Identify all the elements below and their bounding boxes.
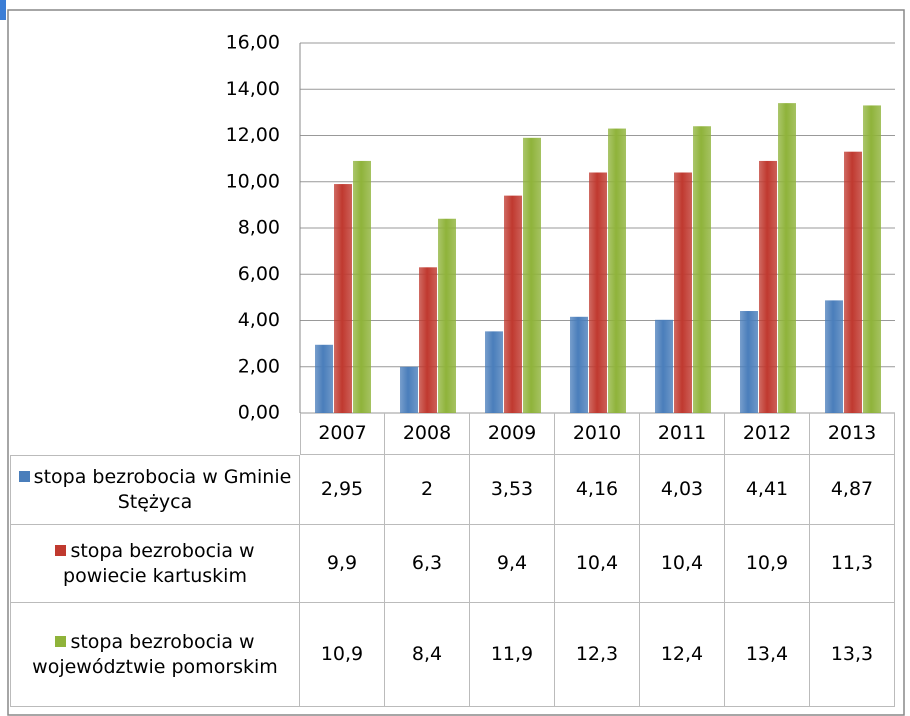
value-cell: 4,16 xyxy=(555,455,640,525)
category-header: 2010 xyxy=(555,413,640,455)
bar xyxy=(419,267,437,413)
y-tick-label: 8,00 xyxy=(238,217,280,239)
y-tick-label: 4,00 xyxy=(238,309,280,331)
value-cell: 10,9 xyxy=(725,525,810,603)
value-cell: 9,9 xyxy=(300,525,385,603)
value-cell: 13,3 xyxy=(810,603,895,707)
y-tick-label: 0,00 xyxy=(238,402,280,424)
bar xyxy=(315,344,333,413)
bar xyxy=(825,300,843,413)
bar xyxy=(844,151,862,413)
value-cell: 9,4 xyxy=(470,525,555,603)
value-cell: 10,4 xyxy=(640,525,725,603)
value-cell: 11,3 xyxy=(810,525,895,603)
legend-entry: stopa bezrobocia w województwie pomorski… xyxy=(17,630,293,680)
bar xyxy=(504,195,522,413)
category-header: 2009 xyxy=(470,413,555,455)
value-cell: 3,53 xyxy=(470,455,555,525)
legend-cell: stopa bezrobocia w województwie pomorski… xyxy=(10,603,300,707)
y-tick-label: 2,00 xyxy=(238,355,280,377)
bar xyxy=(334,184,352,413)
y-tick-label: 12,00 xyxy=(226,124,280,146)
bar xyxy=(674,172,692,413)
bar xyxy=(693,126,711,413)
bar xyxy=(589,172,607,413)
bar xyxy=(485,331,503,413)
legend-label: stopa bezrobocia w powiecie kartuskim xyxy=(63,539,255,587)
frame xyxy=(7,9,905,716)
legend-label: stopa bezrobocia w Gminie Stężyca xyxy=(33,466,292,513)
bar xyxy=(523,137,541,413)
bar xyxy=(438,218,456,413)
y-tick-label: 6,00 xyxy=(238,263,280,285)
value-cell: 6,3 xyxy=(385,525,470,603)
bar xyxy=(740,311,758,413)
y-tick-label: 10,00 xyxy=(226,170,280,192)
legend-swatch xyxy=(18,471,30,482)
bar xyxy=(353,160,371,413)
value-cell: 10,9 xyxy=(300,603,385,707)
value-cell: 11,9 xyxy=(470,603,555,707)
legend-cell: stopa bezrobocia w powiecie kartuskim xyxy=(10,525,300,603)
legend-entry: stopa bezrobocia w powiecie kartuskim xyxy=(17,539,293,589)
category-header: 2013 xyxy=(810,413,895,455)
bar xyxy=(863,105,881,413)
value-cell: 12,3 xyxy=(555,603,640,707)
value-cell: 2,95 xyxy=(300,455,385,525)
bar xyxy=(655,319,673,413)
value-cell: 8,4 xyxy=(385,603,470,707)
category-header: 2007 xyxy=(300,413,385,455)
y-tick-label: 14,00 xyxy=(226,78,280,100)
bar xyxy=(400,366,418,413)
bar xyxy=(778,103,796,413)
bar xyxy=(570,316,588,413)
legend-entry: stopa bezrobocia w Gminie Stężyca xyxy=(17,465,293,515)
value-cell: 12,4 xyxy=(640,603,725,707)
value-cell: 4,87 xyxy=(810,455,895,525)
value-cell: 13,4 xyxy=(725,603,810,707)
y-tick-label: 16,00 xyxy=(226,32,280,54)
value-cell: 10,4 xyxy=(555,525,640,603)
value-cell: 2 xyxy=(385,455,470,525)
category-header: 2008 xyxy=(385,413,470,455)
legend-swatch xyxy=(55,544,67,556)
value-cell: 4,41 xyxy=(725,455,810,525)
corner-marker xyxy=(0,0,6,20)
category-header: 2011 xyxy=(640,413,725,455)
value-cell: 4,03 xyxy=(640,455,725,525)
legend-swatch xyxy=(55,635,67,647)
bar xyxy=(759,160,777,413)
bar xyxy=(608,128,626,413)
legend-cell: stopa bezrobocia w Gminie Stężyca xyxy=(10,455,300,525)
legend-label: stopa bezrobocia w województwie pomorski… xyxy=(32,630,278,678)
category-header: 2012 xyxy=(725,413,810,455)
